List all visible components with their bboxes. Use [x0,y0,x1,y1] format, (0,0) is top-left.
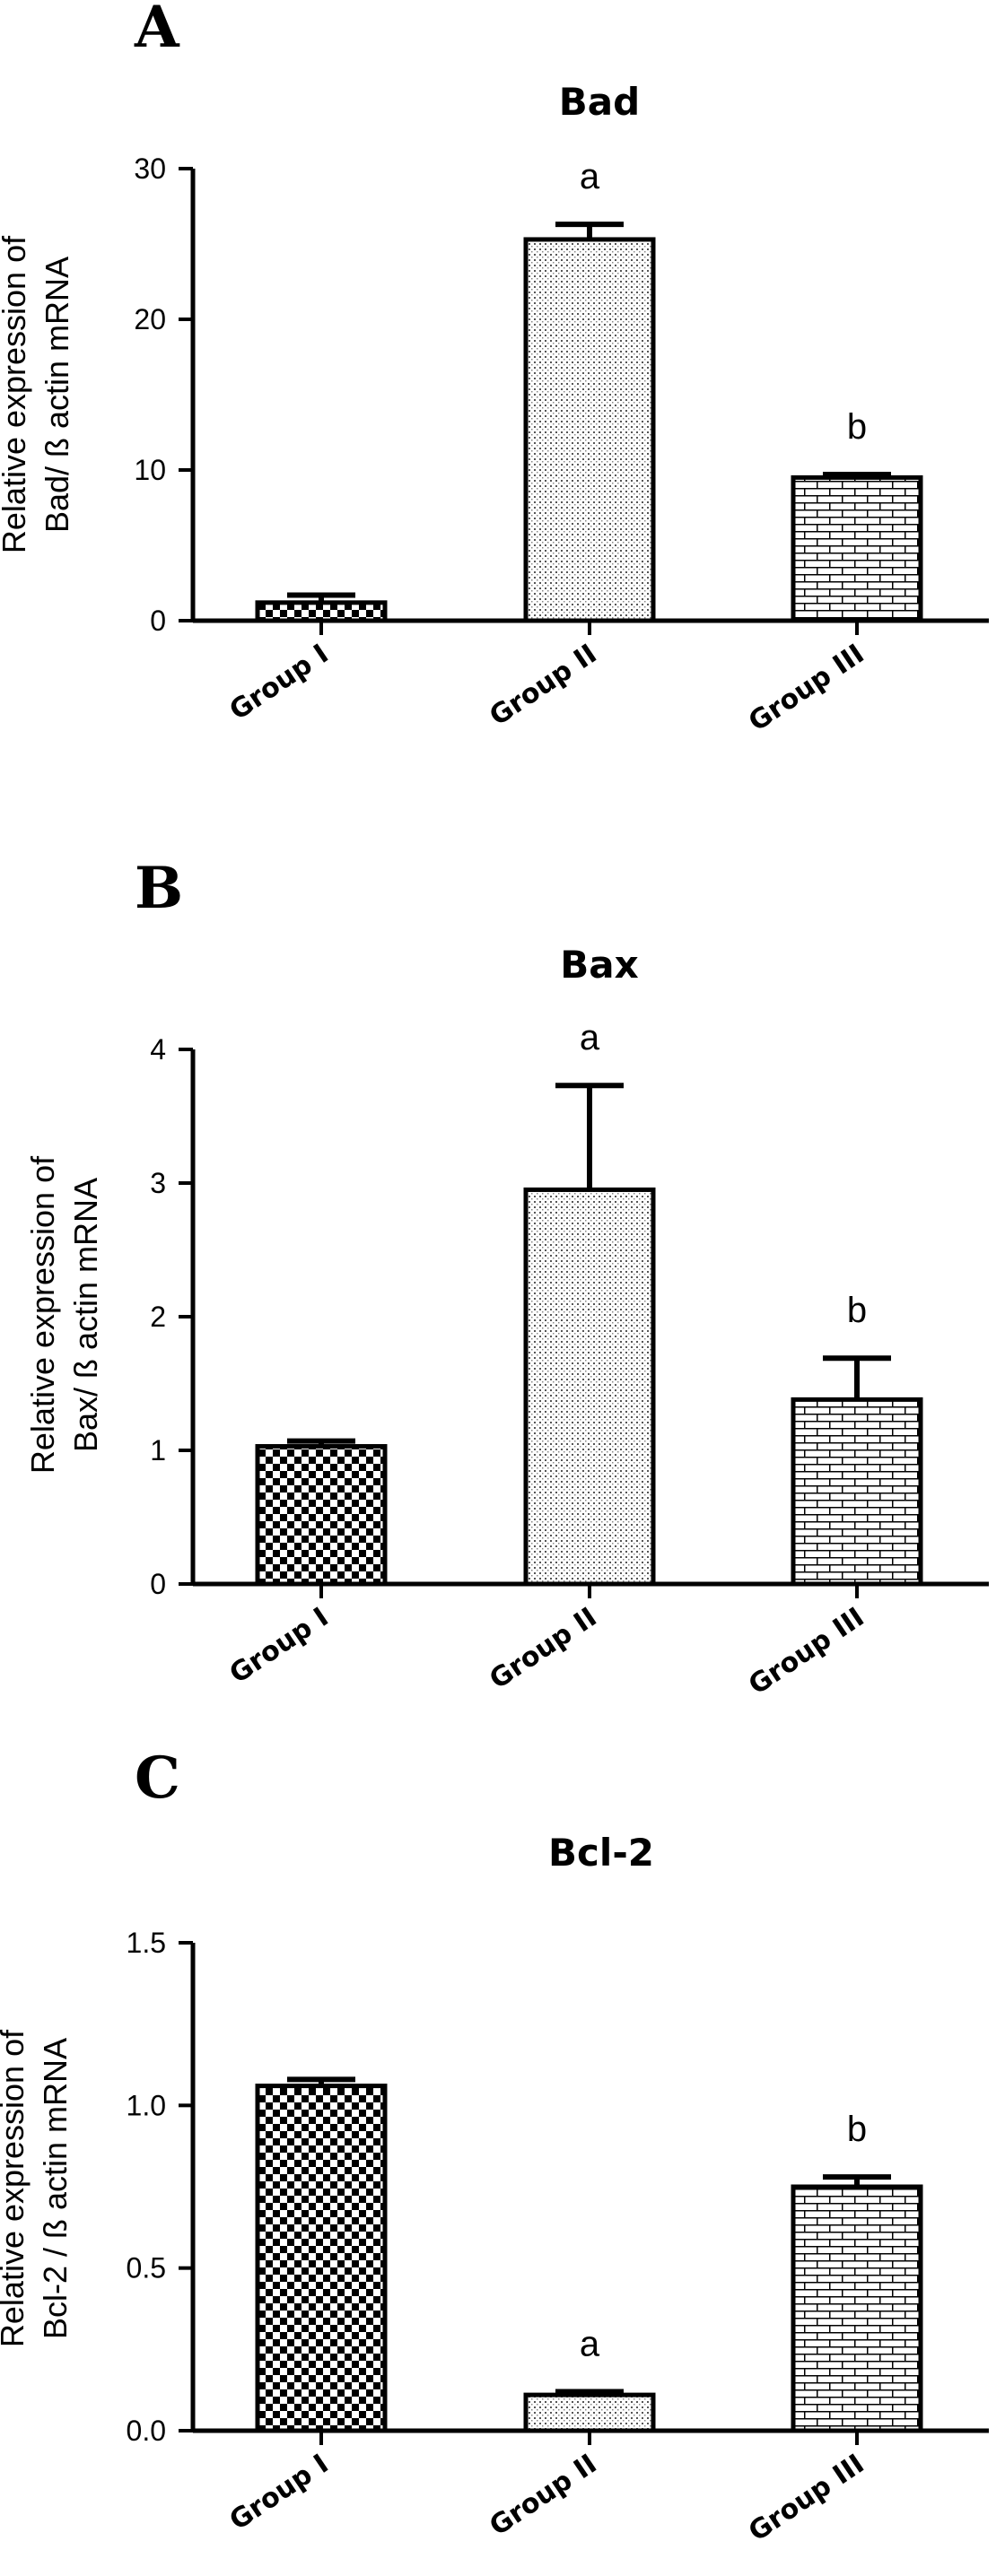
x-category-label: Group I [224,2449,335,2537]
x-category-label: Group I [224,1602,335,1691]
significance-label: a [580,2324,600,2363]
x-category-label: Group II [484,1602,602,1696]
y-axis-label-line: Relative expression of [0,235,32,553]
y-axis-label-line: Bcl-2 / ß actin mRNA [37,2038,74,2339]
significance-label: b [847,2110,867,2149]
chart-title: Bcl-2 [548,1831,654,1875]
significance-label: b [847,1291,867,1330]
bar-group-iii [791,474,923,623]
y-axis-label: Relative expression ofBad/ ß actin mRNA [0,235,75,553]
y-tick-label: 0.5 [127,2252,166,2284]
x-category-label: Group II [484,2449,602,2543]
y-axis-label-line: Bax/ ß actin mRNA [67,1178,104,1452]
x-category-label: Group III [743,2449,870,2548]
y-axis-label: Relative expression of Bax/ ß actin mRNA [24,1155,104,1474]
y-tick-label: 1 [150,1434,166,1466]
bar-group-ii [523,1187,656,1587]
x-category-label: Group III [743,1602,870,1701]
y-axis-label: Relative expression of Bcl-2 / ß actin mR… [0,2029,74,2347]
panel-letter: A [134,0,180,61]
chart-panel-c: C Bcl-2 Relative expression of Bcl-2 / ß ac… [0,1745,989,2548]
bar-group-i [255,2084,388,2433]
chart-title: Bax [560,943,638,987]
chart-panel-b: B Bax Relative expression of Bax/ ß actin m… [24,855,989,1701]
y-tick-label: 4 [150,1033,166,1066]
significance-label: b [847,407,867,447]
y-tick-label: 3 [150,1167,166,1199]
significance-label: a [580,1018,600,1057]
bar-group-iii [791,1397,923,1587]
x-category-label: Group II [484,639,602,733]
y-axis-label-line: Relative expression of [24,1155,61,1474]
y-axis-label-line: Bad/ ß actin mRNA [39,257,75,533]
y-tick-label: 20 [134,303,166,335]
y-tick-label: 30 [134,152,166,185]
y-tick-label: 0 [150,1568,166,1600]
y-tick-label: 0.0 [127,2415,166,2447]
bar-group-iii [791,2184,923,2433]
bar-group-i [255,1444,388,1587]
y-axis-label-line: Relative expression of [0,2029,31,2347]
x-category-label: Group I [224,639,335,727]
panel-letter: C [135,1745,180,1812]
chart-title: Bad [559,80,640,124]
y-tick-label: 1.0 [127,2089,166,2121]
y-tick-label: 1.5 [127,1927,166,1959]
x-category-label: Group III [743,639,870,738]
y-tick-label: 2 [150,1301,166,1333]
significance-label: a [580,157,600,196]
chart-panel-a: A Bad Relative expression ofBad/ ß actin m… [0,0,989,738]
y-tick-label: 0 [150,605,166,637]
y-tick-label: 10 [134,454,166,486]
bar-group-ii [523,237,656,623]
bar-group-i [255,600,388,623]
bar-group-ii [523,2392,656,2433]
panel-letter: B [135,855,183,922]
